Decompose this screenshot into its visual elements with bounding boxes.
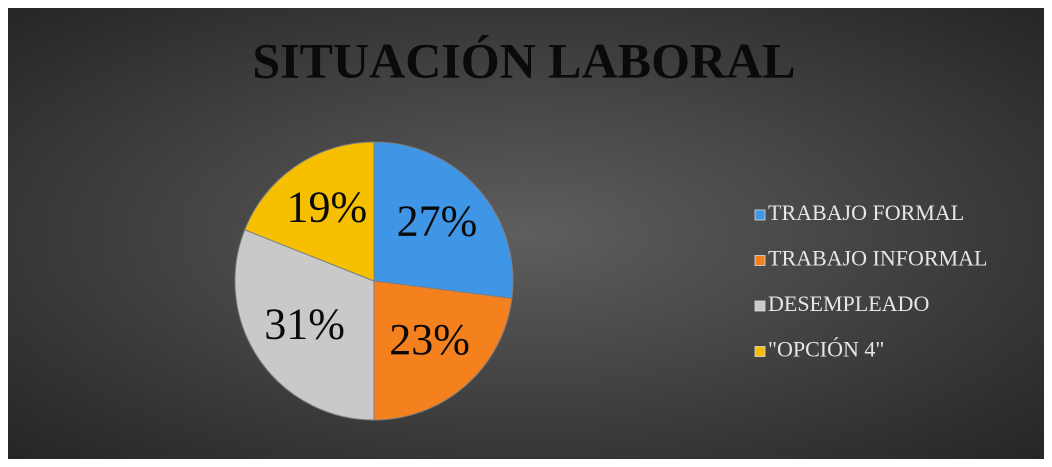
pie-slice (373, 141, 514, 299)
legend-swatch (754, 209, 766, 221)
legend-swatch (754, 346, 766, 357)
chart-background (8, 8, 1044, 459)
chart-title: SITUACIÓN LABORAL (252, 32, 795, 88)
legend-swatch (754, 255, 766, 266)
legend-swatch (754, 300, 766, 312)
data-label: 19% (286, 183, 367, 232)
legend-label: TRABAJO INFORMAL (768, 246, 987, 271)
data-label: 23% (389, 315, 470, 364)
pie-slice (234, 229, 375, 421)
legend-label: TRABAJO FORMAL (768, 200, 964, 225)
data-label: 27% (397, 197, 478, 246)
legend-label: "OPCIÓN 4" (768, 337, 884, 362)
legend-label: DESEMPLEADO (768, 291, 929, 316)
pie-slice (244, 141, 375, 282)
pie-slice (373, 280, 513, 421)
data-label: 31% (264, 299, 345, 348)
